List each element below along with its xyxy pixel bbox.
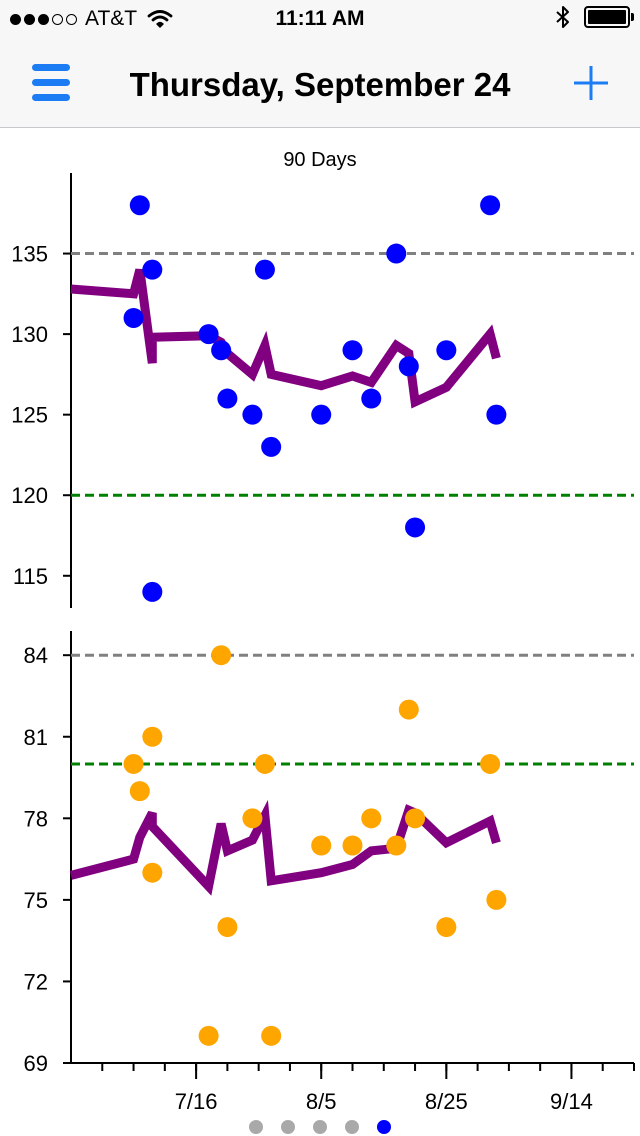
wifi-icon [147, 10, 173, 28]
data-point [342, 340, 363, 361]
data-point [436, 917, 457, 938]
data-point [198, 1025, 219, 1046]
data-point [386, 835, 407, 856]
data-point [361, 388, 382, 409]
signal-dot [52, 13, 63, 25]
average-line [69, 799, 501, 896]
status-left: AT&T [10, 7, 173, 31]
signal-dot [10, 13, 21, 25]
data-point [361, 808, 382, 829]
data-point [311, 835, 332, 856]
data-point [211, 340, 232, 361]
data-point [217, 388, 238, 409]
data-point [242, 808, 263, 829]
data-point [254, 753, 275, 774]
y-tick-label: 84 [24, 643, 48, 668]
signal-dot [24, 13, 35, 25]
x-tick-label: 8/5 [306, 1089, 337, 1114]
readings-chart: 90 Days 115 120 125 130 135 69 72 75 78 81 84 7/16 8/… [11, 149, 635, 1114]
battery-level [588, 10, 626, 24]
data-point [198, 324, 219, 345]
page-dot-3[interactable] [313, 1120, 327, 1134]
hamburger-menu-icon [32, 64, 70, 101]
menu-button[interactable] [26, 60, 76, 106]
y-tick-label: 135 [11, 242, 48, 267]
data-point [386, 243, 407, 264]
y-tick-label: 120 [11, 483, 48, 508]
page-dot-5[interactable] [377, 1120, 391, 1134]
data-point [436, 340, 457, 361]
data-point [142, 581, 163, 602]
data-point [217, 917, 238, 938]
data-point [398, 699, 419, 720]
y-tick-label: 115 [13, 564, 48, 589]
data-point [142, 259, 163, 280]
data-point [342, 835, 363, 856]
data-point [123, 308, 144, 328]
bluetooth-icon [556, 6, 569, 28]
x-tick-label: 9/14 [550, 1089, 593, 1114]
battery-tip [631, 13, 634, 21]
x-tick-label: 8/25 [425, 1089, 468, 1114]
add-entry-button[interactable] [568, 60, 614, 106]
y-tick-label: 72 [24, 969, 48, 994]
plus-icon [574, 66, 608, 100]
data-point [123, 753, 144, 774]
data-point [129, 781, 150, 802]
chart-panel-2: 69 72 75 78 81 84 7/16 8/5 8/25 9/14 [24, 631, 635, 1114]
average-line [70, 268, 501, 409]
signal-dot [38, 13, 49, 25]
signal-strength-icon [10, 13, 77, 25]
page-indicator [0, 1120, 640, 1134]
data-point [261, 436, 282, 457]
navigation-bar: Thursday, September 24 [0, 40, 640, 128]
y-tick-label: 75 [24, 888, 48, 913]
y-tick-label: 125 [11, 403, 48, 428]
chart-panel-1: 90 Days 115 120 125 130 135 [11, 149, 634, 608]
page-title: Thursday, September 24 [129, 66, 511, 103]
data-point [254, 259, 275, 280]
data-point [242, 404, 263, 425]
y-tick-label: 78 [24, 806, 48, 831]
data-point [405, 517, 426, 538]
status-right [556, 5, 634, 29]
y-tick-label: 69 [24, 1051, 48, 1076]
data-point [311, 404, 332, 425]
data-point [261, 1025, 282, 1046]
page-dot-1[interactable] [249, 1120, 263, 1134]
data-point [142, 726, 163, 747]
data-point [405, 808, 426, 829]
x-tick-label: 7/16 [175, 1089, 218, 1114]
status-bar: AT&T 11:11 AM [0, 0, 640, 40]
battery-icon [584, 6, 634, 28]
data-point [398, 356, 419, 377]
carrier-name: AT&T [85, 7, 138, 30]
data-point [480, 195, 501, 216]
data-point [486, 889, 507, 910]
data-point [211, 645, 232, 666]
data-point [129, 195, 150, 216]
data-point [486, 404, 507, 425]
data-point [142, 862, 163, 883]
signal-dot [66, 13, 77, 25]
page-dot-4[interactable] [345, 1120, 359, 1134]
y-tick-label: 81 [24, 725, 48, 750]
chart-title: 90 Days [283, 149, 356, 171]
page-dot-2[interactable] [281, 1120, 295, 1134]
y-tick-label: 130 [11, 322, 48, 347]
data-point [480, 753, 501, 774]
